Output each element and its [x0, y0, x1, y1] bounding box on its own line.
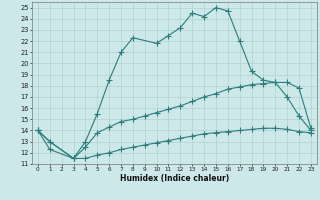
X-axis label: Humidex (Indice chaleur): Humidex (Indice chaleur)	[120, 174, 229, 183]
